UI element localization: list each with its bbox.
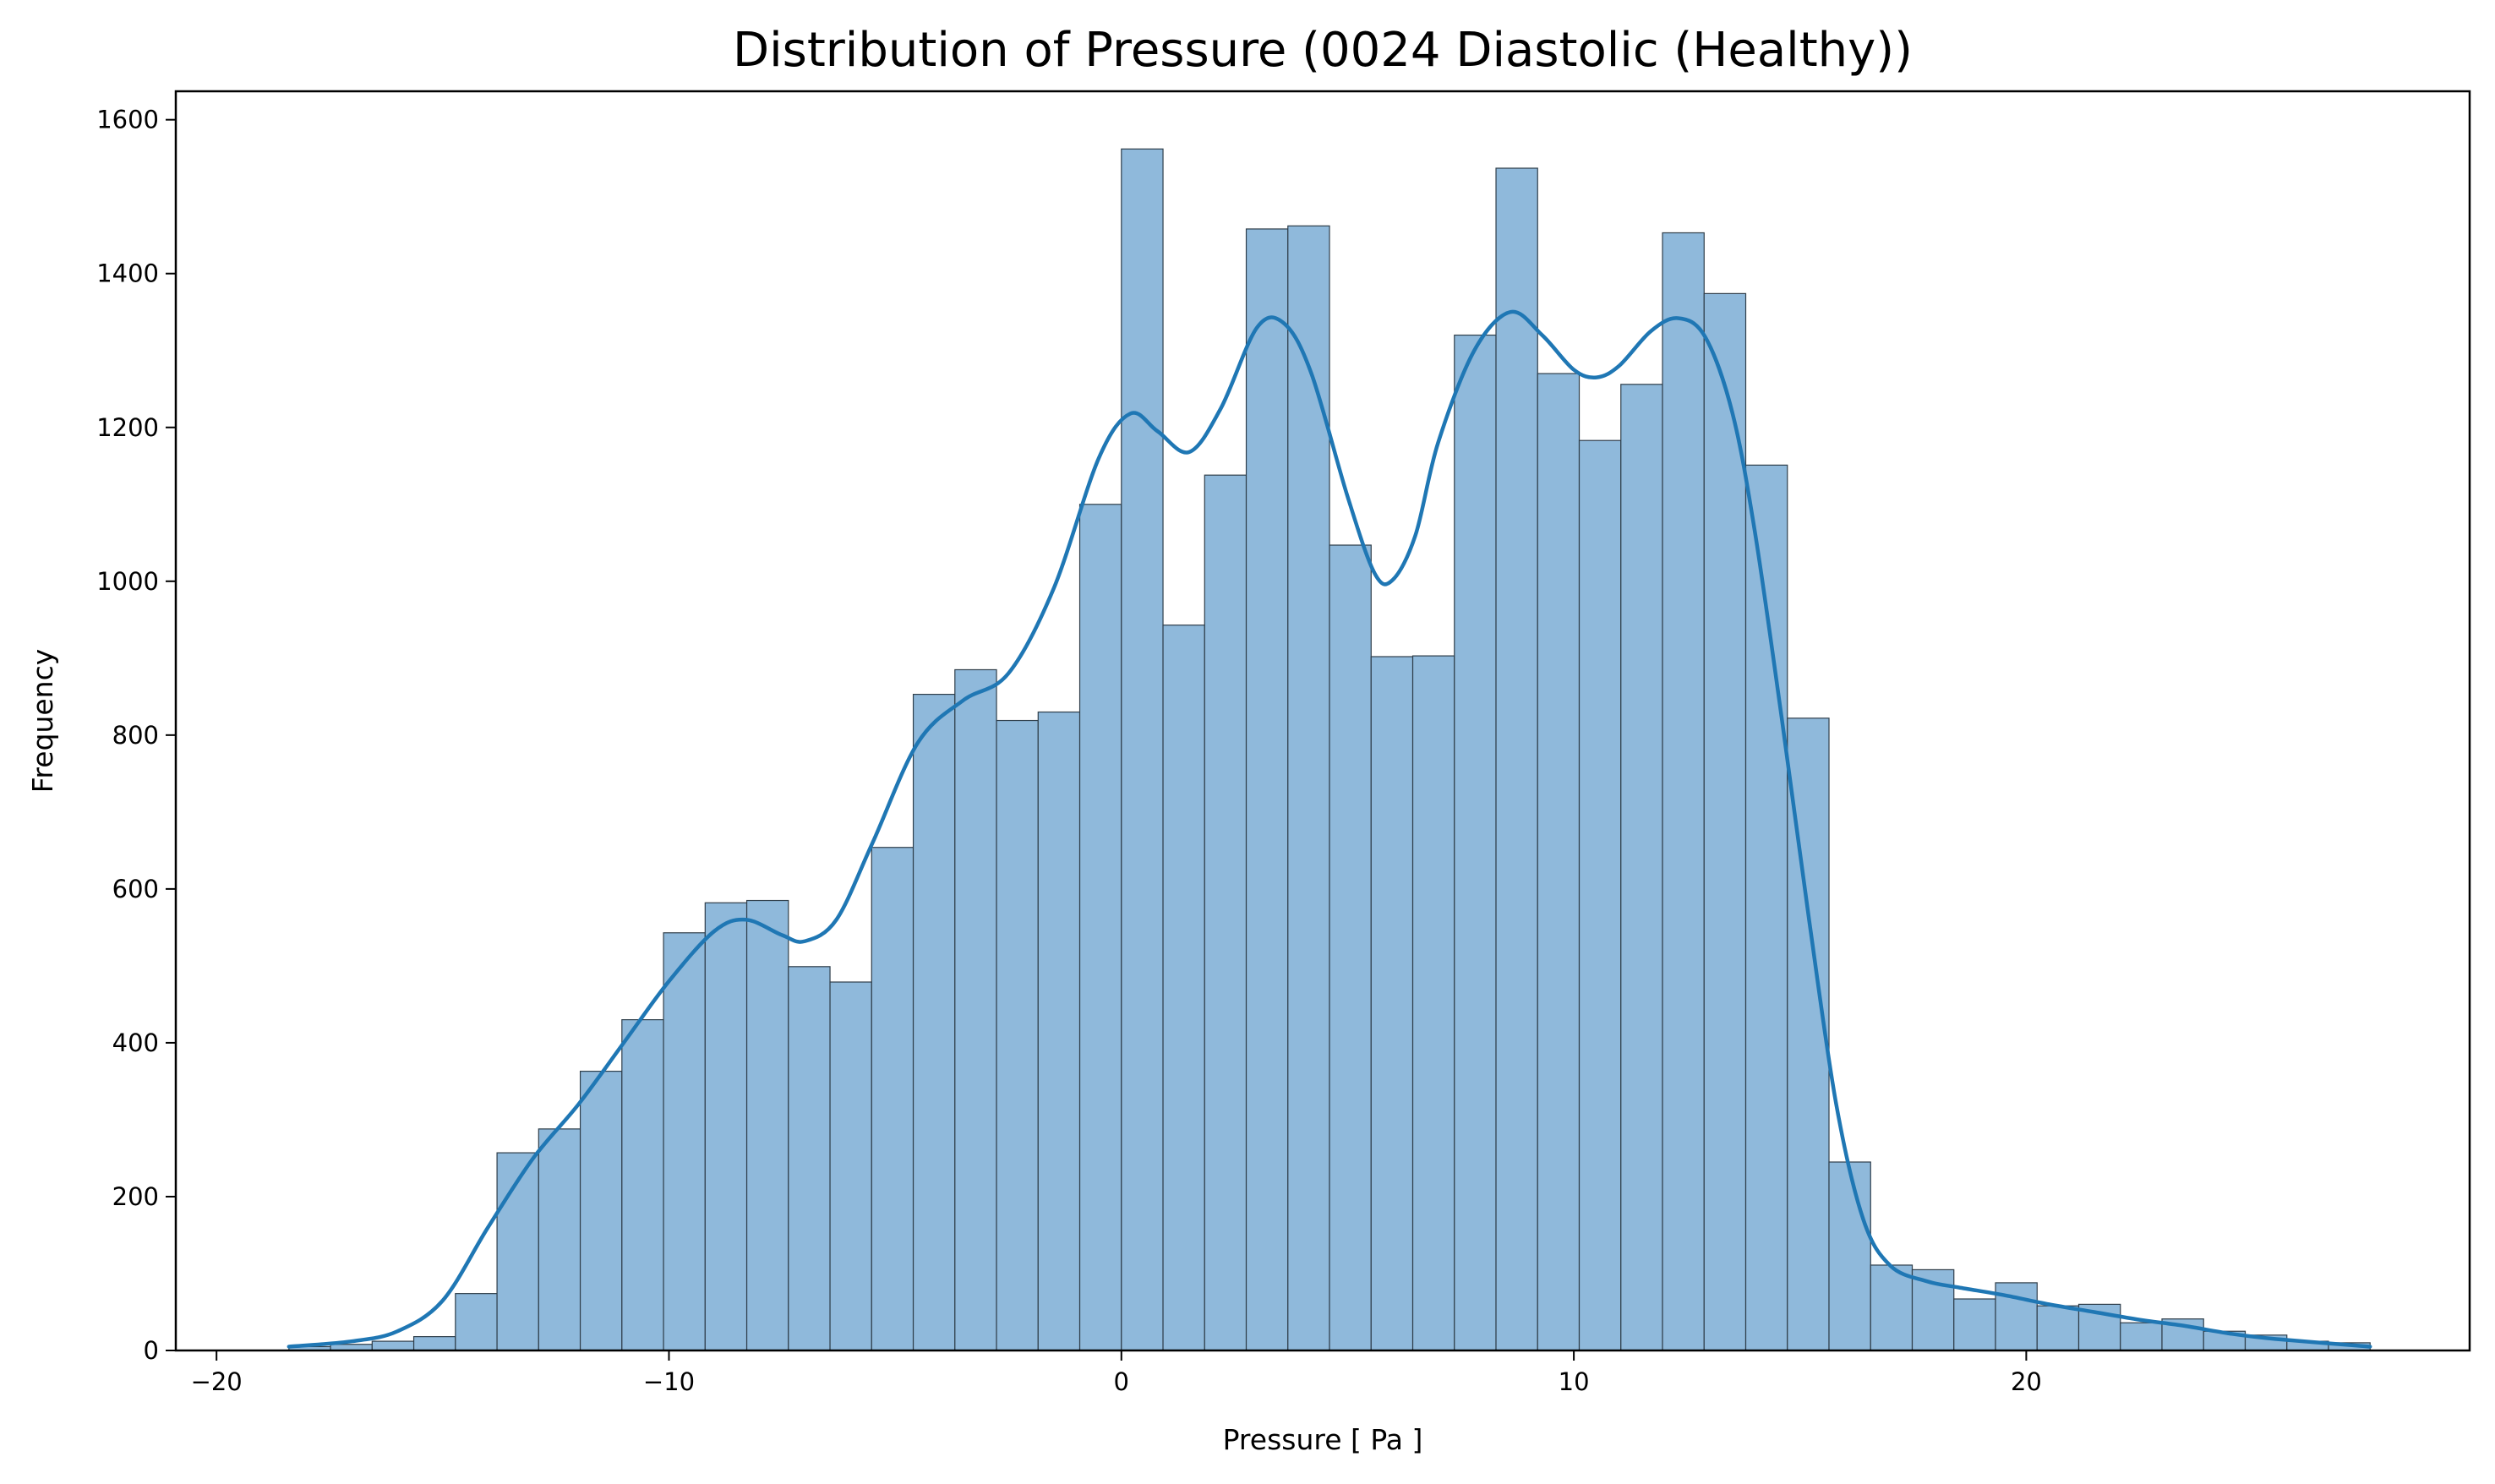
y-tick-label: 800 xyxy=(112,721,159,750)
histogram-bar xyxy=(1870,1264,1914,1351)
histogram-bar xyxy=(1078,504,1122,1351)
histogram-bar xyxy=(1578,439,1622,1351)
histogram-bar xyxy=(1620,384,1663,1351)
histogram-bar xyxy=(1370,656,1414,1351)
histogram-bar xyxy=(1121,148,1164,1351)
x-tick-label: −10 xyxy=(643,1367,695,1396)
histogram-bar xyxy=(1495,167,1538,1351)
y-tick-label: 1200 xyxy=(96,413,159,442)
y-tick-label: 1000 xyxy=(96,567,159,596)
histogram-bar xyxy=(412,1336,456,1351)
y-tick-label: 1400 xyxy=(96,259,159,288)
y-axis-label: Frequency xyxy=(26,649,59,793)
x-tick-label: 0 xyxy=(1114,1367,1129,1396)
x-axis-label: Pressure [ Pa ] xyxy=(1223,1423,1423,1456)
y-tick-label: 200 xyxy=(112,1182,159,1211)
x-tick-label: −20 xyxy=(191,1367,243,1396)
histogram-bar xyxy=(1662,232,1705,1351)
kde-curve xyxy=(287,309,2372,1349)
histogram-bar xyxy=(663,932,706,1351)
histogram-bar xyxy=(2120,1322,2163,1351)
histogram-bar xyxy=(2036,1305,2080,1351)
histogram-bar xyxy=(1454,334,1497,1351)
histogram-bar xyxy=(1537,373,1581,1351)
histogram-bar xyxy=(1287,225,1330,1351)
histogram-bar xyxy=(954,668,997,1351)
histogram-bar xyxy=(496,1152,539,1351)
histogram-bar xyxy=(996,719,1039,1351)
y-tick-label: 0 xyxy=(144,1336,159,1365)
histogram-bar xyxy=(1204,474,1248,1351)
histogram-bar xyxy=(1329,544,1372,1351)
histogram-bar xyxy=(1411,655,1455,1351)
histogram-bar xyxy=(1953,1298,1996,1351)
histogram-bar xyxy=(538,1128,581,1351)
histogram-bar xyxy=(788,966,831,1351)
histogram-bar xyxy=(1037,711,1081,1351)
histogram-bar xyxy=(871,847,914,1351)
y-tick-label: 1600 xyxy=(96,106,159,134)
histogram-bar xyxy=(621,1019,664,1351)
histogram-bar xyxy=(1162,625,1205,1351)
x-axis-ticks: −20 −10 0 10 20 xyxy=(191,1350,2042,1396)
histogram-bar xyxy=(579,1070,623,1351)
plot-area-frame xyxy=(174,90,2471,1352)
histogram-bar xyxy=(829,981,872,1351)
histogram-bar xyxy=(1828,1161,1871,1351)
x-tick-label: 10 xyxy=(1559,1367,1590,1396)
histogram-bar xyxy=(371,1340,415,1351)
chart-title: Distribution of Pressure (0024 Diastolic… xyxy=(733,23,1913,78)
x-tick-label: 20 xyxy=(2011,1367,2042,1396)
histogram-bars xyxy=(288,148,2371,1351)
histogram-bar xyxy=(1245,228,1289,1351)
histogram-bar xyxy=(704,902,748,1351)
histogram-bar xyxy=(455,1293,498,1351)
histogram-bar xyxy=(912,693,956,1351)
histogram-bar xyxy=(745,899,789,1351)
y-tick-label: 600 xyxy=(112,875,159,903)
y-tick-label: 400 xyxy=(112,1028,159,1057)
y-axis-ticks: 0 200 400 600 800 1000 1200 1400 1600 xyxy=(96,106,176,1365)
